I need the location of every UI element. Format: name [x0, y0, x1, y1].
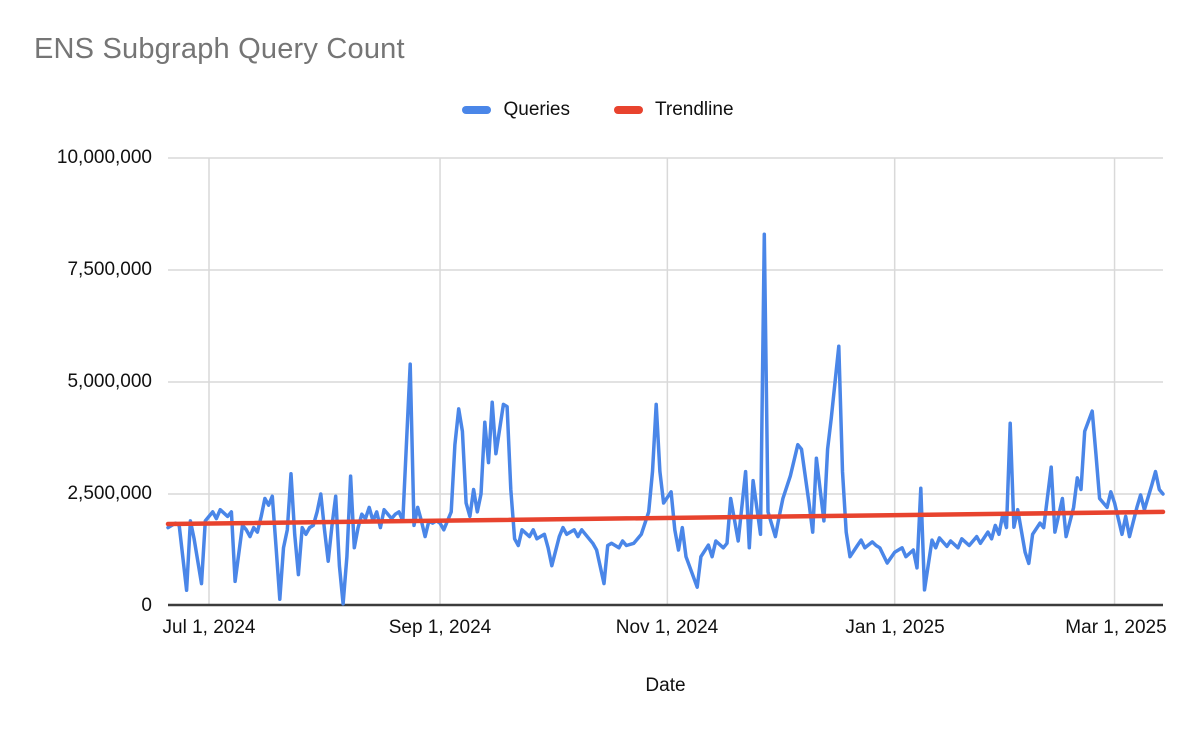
legend-item-trendline[interactable]: Trendline [614, 99, 734, 121]
legend-label-trendline: Trendline [655, 99, 734, 120]
y-axis-tick-label: 10,000,000 [56, 147, 152, 168]
y-axis-tick-label: 2,500,000 [67, 483, 152, 504]
x-axis-tick-label: Mar 1, 2025 [1065, 617, 1167, 638]
legend-item-queries[interactable]: Queries [462, 99, 570, 121]
y-axis-tick-label: 7,500,000 [67, 259, 152, 280]
legend-label-queries: Queries [503, 99, 570, 120]
y-axis-tick-label: 5,000,000 [67, 371, 152, 392]
x-axis-tick-label: Jan 1, 2025 [845, 617, 945, 638]
queries-series-swatch-icon [462, 106, 492, 114]
x-axis-tick-label: Sep 1, 2024 [388, 617, 492, 638]
chart-title: ENS Subgraph Query Count [34, 33, 405, 65]
x-axis-tick-label: Nov 1, 2024 [615, 617, 719, 638]
trendline-series-swatch-icon [614, 106, 643, 114]
queries-series-line[interactable] [166, 232, 1165, 606]
x-axis-title: Date [645, 675, 686, 696]
trendline-series-line[interactable] [165, 509, 1166, 527]
y-axis-tick-label: 0 [141, 595, 152, 616]
plot-area[interactable] [165, 157, 1166, 607]
x-axis-tick-label: Jul 1, 2024 [162, 617, 256, 638]
legend: Queries Trendline [0, 99, 1196, 121]
